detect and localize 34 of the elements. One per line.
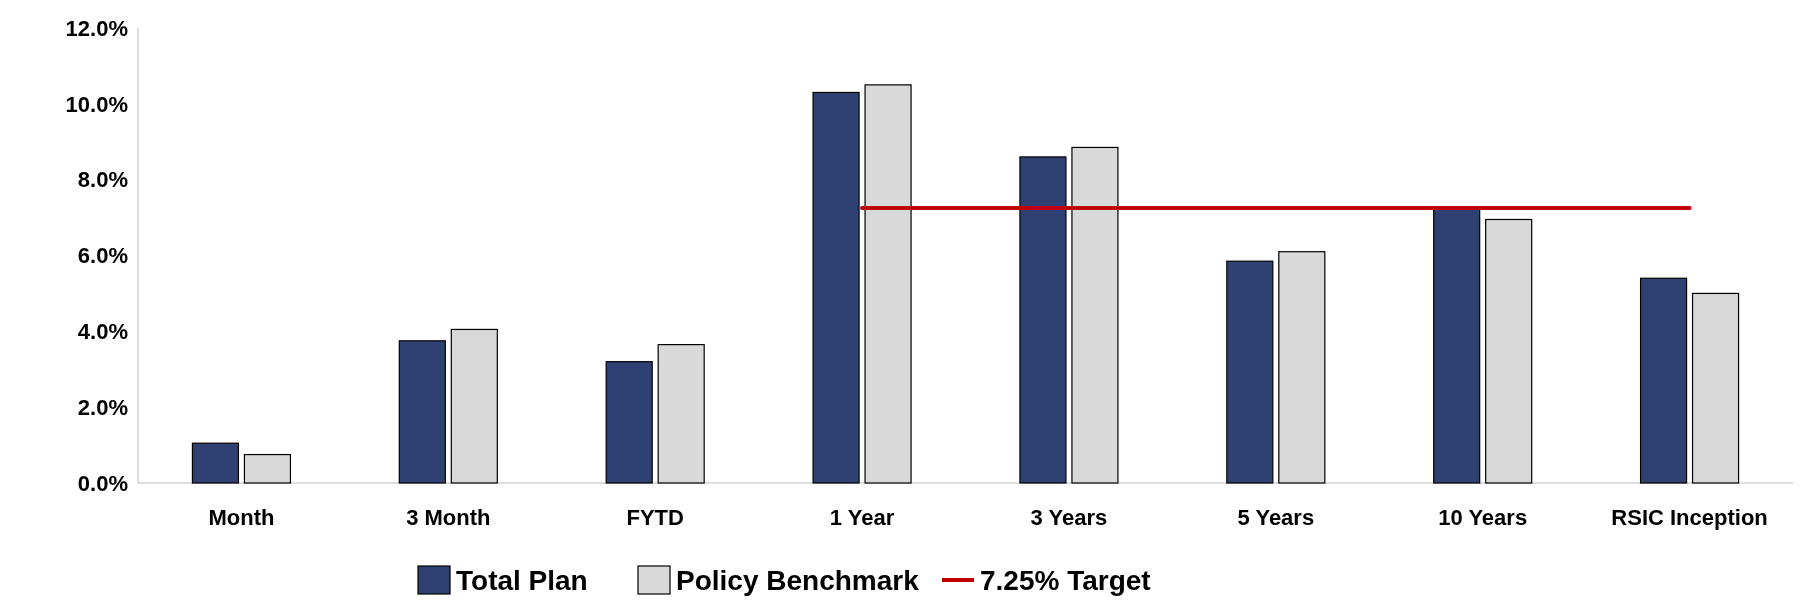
y-tick-label: 2.0%: [77, 394, 128, 420]
y-tick-label: 10.0%: [65, 91, 128, 117]
bar: [1226, 260, 1274, 484]
bar: [191, 442, 240, 484]
legend-label: Policy Benchmark: [676, 564, 920, 596]
bar: [605, 361, 653, 484]
x-tick-label: 3 Month: [406, 505, 491, 530]
y-tick-label: 6.0%: [77, 243, 128, 269]
bar: [1071, 146, 1119, 484]
bar: [1485, 218, 1533, 484]
x-tick-label: 1 Year: [829, 505, 895, 530]
bar: [1433, 207, 1481, 484]
x-tick-label: FYTD: [626, 505, 684, 530]
x-tick-label: 3 Years: [1030, 505, 1108, 530]
y-tick-label: 4.0%: [77, 319, 128, 345]
bar: [864, 84, 912, 484]
legend-label: 7.25% Target: [980, 564, 1151, 596]
x-tick-label: Month: [208, 505, 275, 530]
bar: [398, 340, 446, 484]
y-tick-label: 12.0%: [65, 15, 128, 41]
y-tick-label: 0.0%: [77, 470, 128, 496]
bar: [450, 328, 498, 484]
bar: [1278, 251, 1326, 484]
y-tick-label: 8.0%: [77, 167, 128, 193]
bar: [243, 453, 292, 484]
bar: [812, 91, 860, 484]
legend-label: Total Plan: [456, 564, 588, 596]
x-tick-label: RSIC Inception: [1611, 505, 1768, 530]
bar: [1691, 292, 1740, 484]
bar: [1639, 277, 1688, 484]
x-tick-label: 10 Years: [1438, 505, 1528, 530]
x-tick-label: 5 Years: [1237, 505, 1315, 530]
bar: [1019, 156, 1067, 484]
bar: [657, 344, 705, 484]
